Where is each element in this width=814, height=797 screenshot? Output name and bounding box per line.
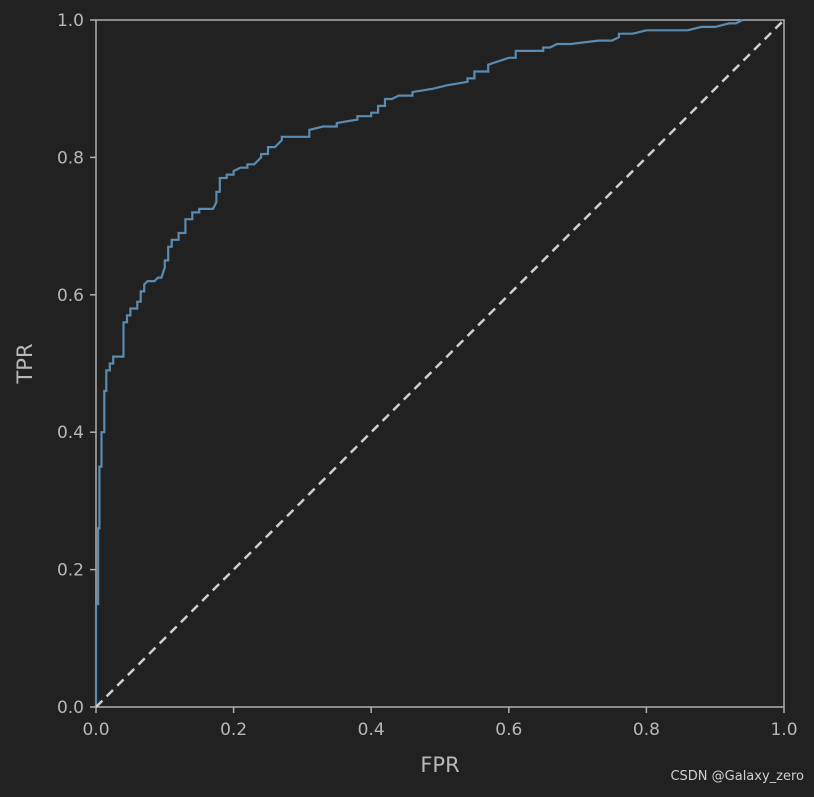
- diagonal-reference-line: [95, 19, 785, 708]
- roc-curve-line: [94, 19, 744, 707]
- y-tick-label: 0.4: [57, 423, 84, 443]
- watermark-text: CSDN @Galaxy_zero: [670, 769, 804, 784]
- x-tick-label: 0.6: [495, 720, 522, 740]
- x-axis-label: FPR: [420, 753, 459, 777]
- x-tick-label: 1.0: [770, 720, 797, 740]
- x-tick-label: 0.8: [633, 720, 660, 740]
- x-tick-label: 0.2: [220, 720, 247, 740]
- y-tick-label: 0.0: [57, 698, 84, 718]
- y-tick-label: 0.2: [57, 561, 84, 581]
- y-tick-label: 0.6: [57, 286, 84, 306]
- y-tick-label: 1.0: [57, 11, 84, 31]
- x-tick-label: 0.0: [82, 720, 109, 740]
- y-tick-label: 0.8: [57, 148, 84, 168]
- y-axis-label: TPR: [13, 343, 37, 384]
- plot-frame: [95, 19, 785, 708]
- x-tick-label: 0.4: [358, 720, 385, 740]
